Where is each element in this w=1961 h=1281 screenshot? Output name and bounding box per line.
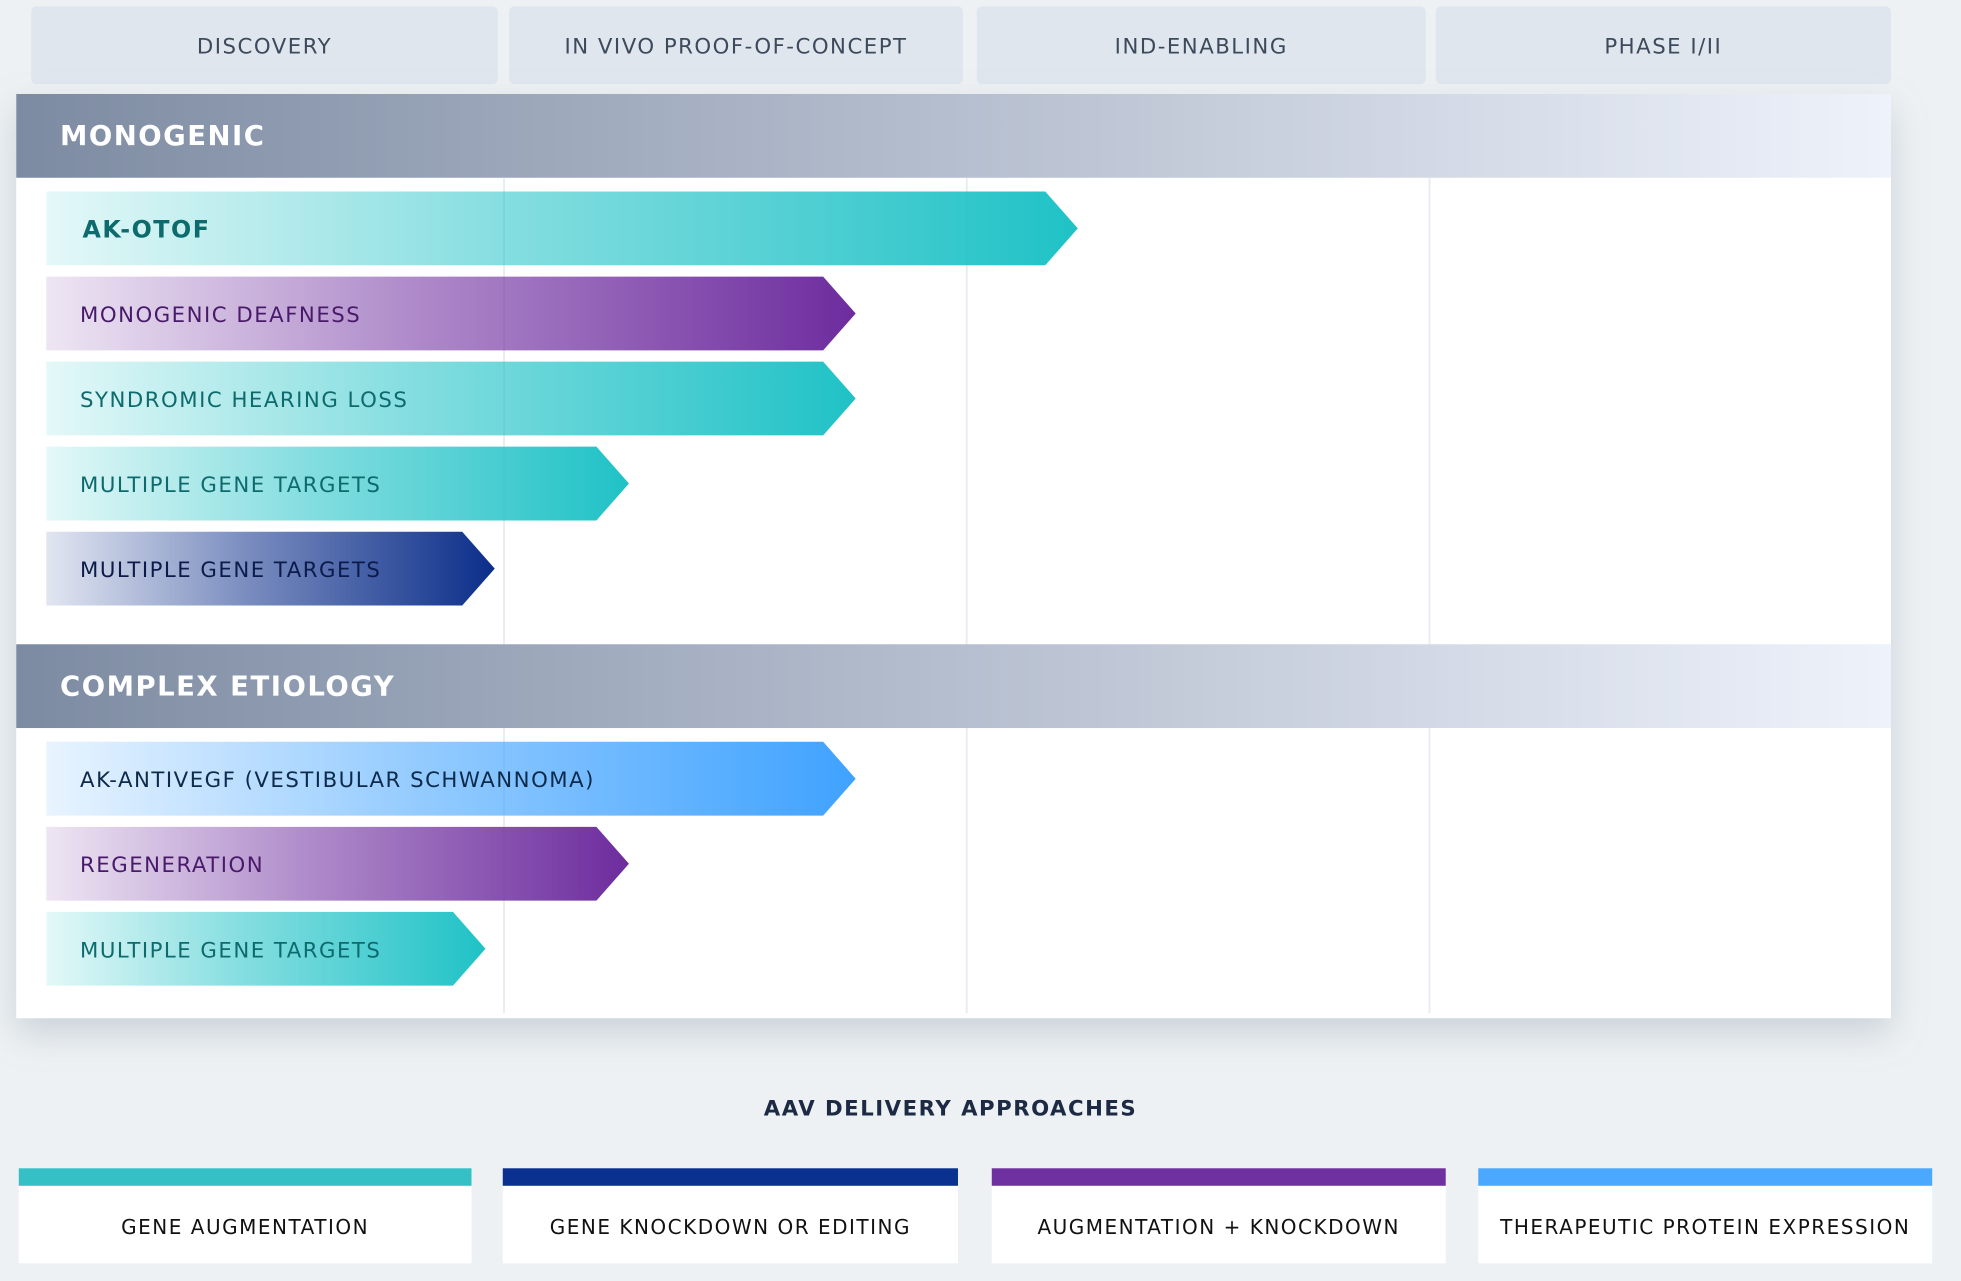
program-bar: [46, 276, 856, 351]
program-label: SYNDROMIC HEARING LOSS: [80, 388, 408, 413]
group-title: COMPLEX ETIOLOGY: [60, 670, 395, 702]
program-label: MONOGENIC DEAFNESS: [80, 303, 361, 328]
program-bar: [46, 191, 1078, 266]
legend-label: GENE AUGMENTATION: [121, 1215, 369, 1239]
legend-swatch: [1478, 1168, 1933, 1186]
phase-label: IN VIVO PROOF-OF-CONCEPT: [564, 35, 907, 60]
legend-label: THERAPEUTIC PROTEIN EXPRESSION: [1499, 1215, 1910, 1239]
program-bar: [46, 911, 486, 986]
legend-title: AAV DELIVERY APPROACHES: [764, 1096, 1137, 1121]
legend-swatch: [18, 1168, 472, 1186]
phase-label: IND-ENABLING: [1115, 35, 1288, 60]
group-title: MONOGENIC: [60, 120, 265, 152]
program-bar: [46, 741, 856, 816]
legend-label: GENE KNOCKDOWN OR EDITING: [550, 1215, 911, 1239]
phase-label: DISCOVERY: [197, 35, 332, 60]
legend-swatch: [502, 1168, 958, 1186]
legend-label: AUGMENTATION + KNOCKDOWN: [1037, 1215, 1400, 1239]
program-label: MULTIPLE GENE TARGETS: [80, 473, 381, 498]
program-label: REGENERATION: [80, 853, 264, 878]
phase-header: [1435, 6, 1891, 84]
program-bar: [46, 531, 495, 606]
program-bar: [46, 446, 629, 521]
program-label: AK-OTOF: [83, 215, 211, 243]
phase-header: [976, 6, 1426, 84]
phase-header: [509, 6, 963, 84]
group-header: [16, 644, 1891, 729]
program-label: MULTIPLE GENE TARGETS: [80, 558, 381, 583]
group-header: [16, 93, 1891, 178]
program-label: AK-ANTIVEGF (VESTIBULAR SCHWANNOMA): [80, 768, 595, 793]
program-label: MULTIPLE GENE TARGETS: [80, 938, 381, 963]
phase-label: PHASE I/II: [1604, 35, 1722, 60]
program-bar: [46, 361, 856, 436]
legend-swatch: [991, 1168, 1446, 1186]
phase-header: [31, 6, 498, 84]
program-bar: [46, 826, 629, 901]
